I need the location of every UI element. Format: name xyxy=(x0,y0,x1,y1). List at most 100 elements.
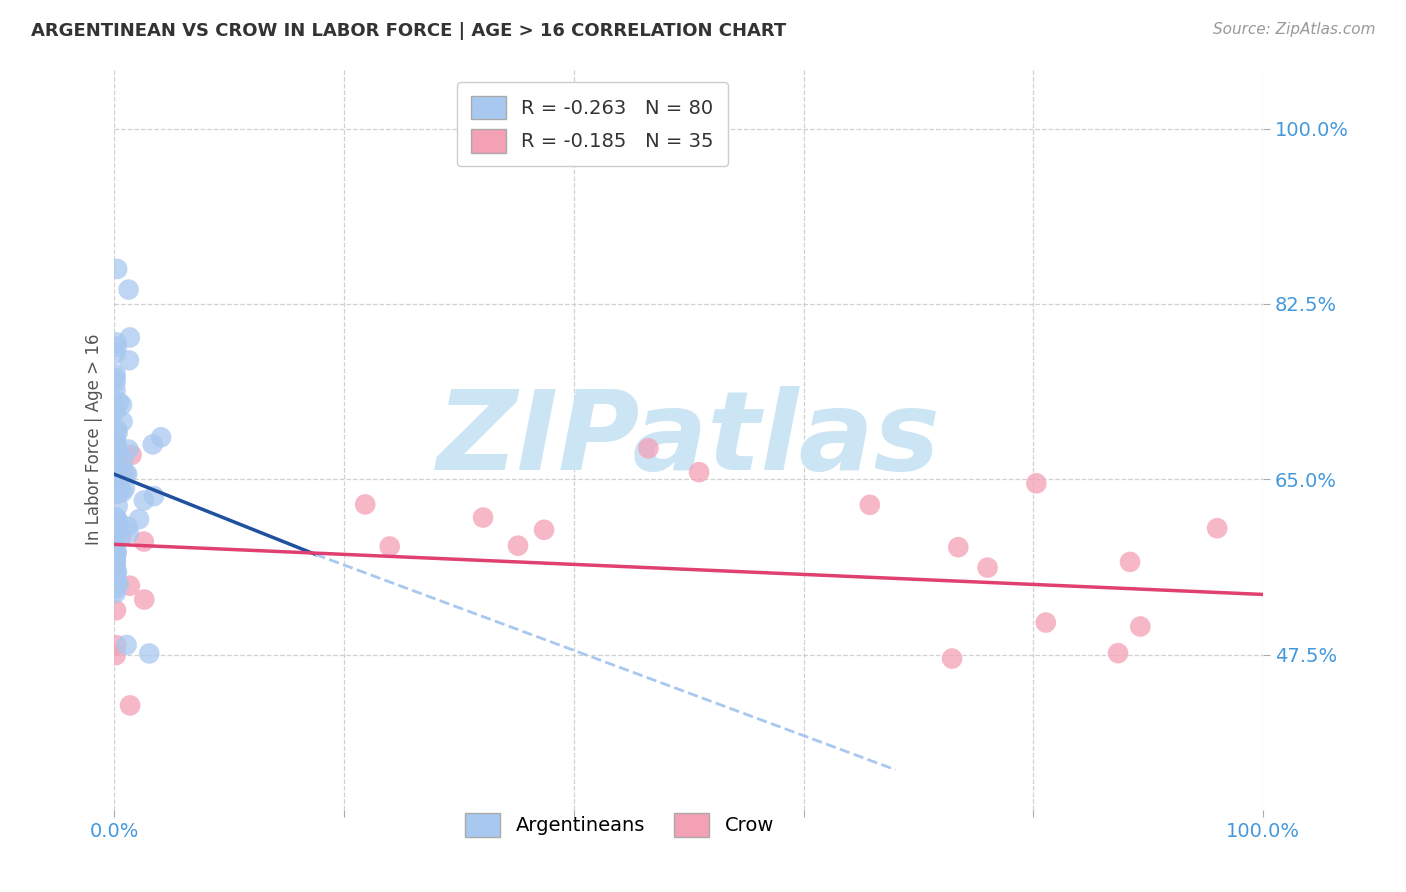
Point xyxy=(107,474,129,488)
Point xyxy=(104,565,127,579)
Point xyxy=(105,444,128,458)
Point xyxy=(104,531,127,545)
Point xyxy=(108,577,131,591)
Point xyxy=(104,572,127,586)
Point xyxy=(115,467,138,482)
Point xyxy=(107,516,129,530)
Point xyxy=(111,467,134,482)
Point xyxy=(107,425,129,440)
Point xyxy=(104,547,127,561)
Point xyxy=(976,560,998,574)
Point xyxy=(104,432,127,446)
Point xyxy=(110,530,132,544)
Point xyxy=(105,475,128,490)
Point xyxy=(104,370,127,384)
Point xyxy=(104,434,127,448)
Point xyxy=(104,512,127,526)
Point xyxy=(105,470,128,484)
Point xyxy=(107,516,129,530)
Point xyxy=(506,539,529,553)
Point xyxy=(104,512,127,526)
Point xyxy=(104,570,127,584)
Point xyxy=(150,430,173,444)
Point xyxy=(138,647,160,661)
Point xyxy=(105,487,128,501)
Point xyxy=(1119,555,1142,569)
Point xyxy=(105,440,128,454)
Text: ARGENTINEAN VS CROW IN LABOR FORCE | AGE > 16 CORRELATION CHART: ARGENTINEAN VS CROW IN LABOR FORCE | AGE… xyxy=(31,22,786,40)
Point xyxy=(105,565,128,579)
Point xyxy=(107,486,129,500)
Point xyxy=(104,404,127,418)
Point xyxy=(104,536,127,550)
Point xyxy=(941,651,963,665)
Point xyxy=(104,517,127,532)
Point xyxy=(104,551,127,566)
Point xyxy=(118,579,141,593)
Point xyxy=(105,451,128,466)
Point xyxy=(104,445,127,459)
Point xyxy=(118,353,141,368)
Point xyxy=(637,442,659,456)
Point xyxy=(104,456,127,470)
Point xyxy=(104,467,127,481)
Point xyxy=(134,592,156,607)
Point xyxy=(104,472,127,486)
Point xyxy=(105,638,128,652)
Point xyxy=(120,698,142,713)
Point xyxy=(104,524,127,539)
Point xyxy=(104,572,127,586)
Point xyxy=(105,335,128,350)
Point xyxy=(118,526,141,541)
Point xyxy=(117,520,139,534)
Point xyxy=(104,549,127,563)
Point xyxy=(105,446,128,460)
Point xyxy=(105,533,128,548)
Point xyxy=(105,512,128,526)
Point xyxy=(104,547,127,561)
Point xyxy=(115,638,138,652)
Point xyxy=(104,603,127,617)
Point xyxy=(104,559,127,574)
Point xyxy=(104,401,127,415)
Point xyxy=(114,481,136,495)
Point xyxy=(132,493,155,508)
Point xyxy=(104,549,127,563)
Legend: Argentineans, Crow: Argentineans, Crow xyxy=(457,805,782,845)
Point xyxy=(142,437,165,451)
Point xyxy=(104,586,127,600)
Point xyxy=(1206,521,1229,535)
Point xyxy=(948,540,970,554)
Point xyxy=(105,519,128,533)
Point xyxy=(859,498,882,512)
Point xyxy=(114,467,136,481)
Point xyxy=(121,448,143,462)
Point xyxy=(1035,615,1057,630)
Point xyxy=(111,415,134,429)
Point xyxy=(105,422,128,436)
Point xyxy=(104,368,127,382)
Point xyxy=(105,340,128,354)
Point xyxy=(111,485,134,500)
Point xyxy=(104,524,127,539)
Point xyxy=(104,530,127,544)
Text: Source: ZipAtlas.com: Source: ZipAtlas.com xyxy=(1212,22,1375,37)
Point xyxy=(688,465,710,479)
Point xyxy=(104,436,127,450)
Point xyxy=(104,451,127,466)
Point xyxy=(108,480,131,494)
Text: ZIPatlas: ZIPatlas xyxy=(437,385,941,492)
Point xyxy=(107,499,129,513)
Point xyxy=(104,383,127,397)
Point xyxy=(118,330,141,344)
Point xyxy=(104,510,127,524)
Point xyxy=(112,454,135,468)
Point xyxy=(108,395,131,409)
Point xyxy=(107,445,129,459)
Point xyxy=(1107,646,1129,660)
Point xyxy=(104,376,127,390)
Point xyxy=(104,558,127,572)
Point xyxy=(472,510,495,524)
Point xyxy=(105,262,128,277)
Y-axis label: In Labor Force | Age > 16: In Labor Force | Age > 16 xyxy=(86,334,103,545)
